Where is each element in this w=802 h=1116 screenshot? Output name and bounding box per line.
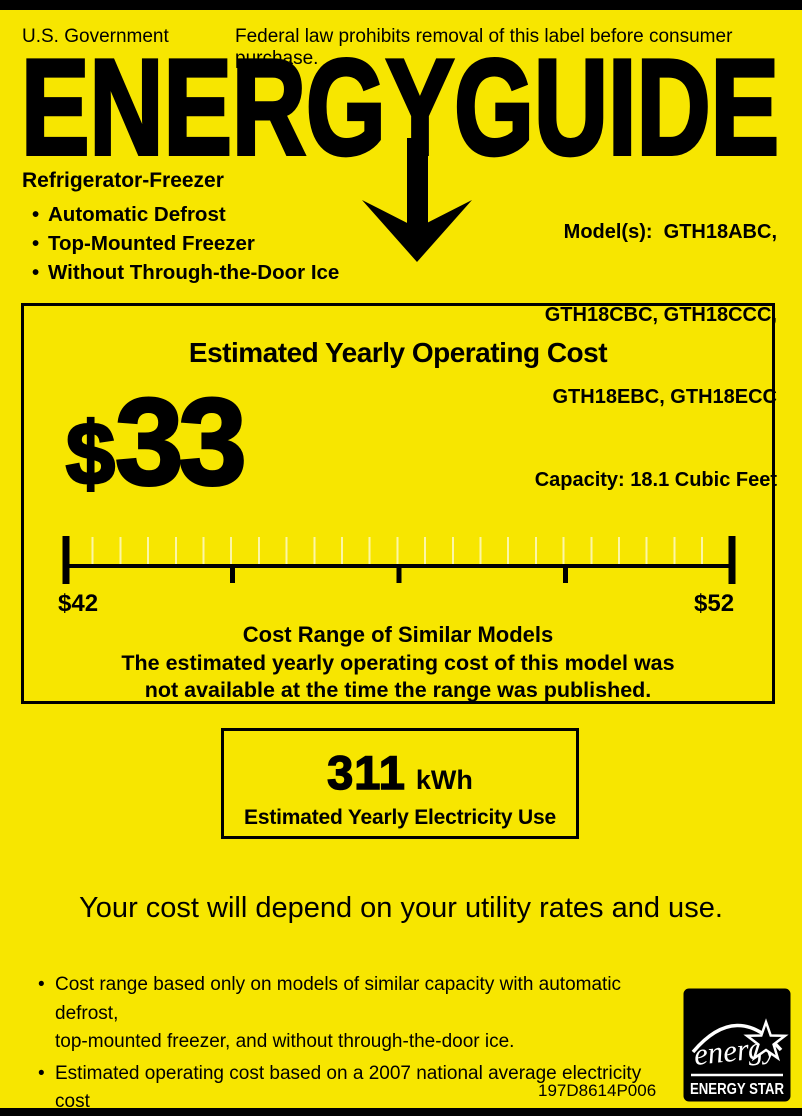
- scale-max-label: $52: [694, 590, 735, 617]
- model-line: Model(s): GTH18ABC,: [563, 221, 777, 243]
- model-info: Model(s): GTH18ABC, GTH18CBC, GTH18CCC, …: [400, 164, 777, 549]
- bullet-icon: [38, 971, 45, 1000]
- down-arrow-icon: [362, 138, 472, 262]
- energyguide-wordmark: ENERGYGUIDE: [20, 56, 781, 162]
- appliance-category: Refrigerator-Freezer: [22, 169, 224, 192]
- energyguide-text: ENERGYGUIDE: [21, 56, 779, 162]
- footnote-line: top-mounted freezer, and without through…: [38, 1028, 668, 1057]
- operating-cost-box: Estimated Yearly Operating Cost $33: [21, 303, 775, 704]
- energy-star-logo: energy ENERGY STAR: [683, 988, 791, 1102]
- top-border-bar: [0, 0, 802, 10]
- footnote-item: Estimated operating cost based on a 2007…: [38, 1060, 668, 1116]
- feature-item: Without Through-the-Door Ice: [22, 258, 382, 287]
- capacity-line: Capacity: 18.1 Cubic Feet: [534, 468, 777, 491]
- estimated-cost-value: $33: [65, 372, 249, 513]
- feature-label: Top-Mounted Freezer: [48, 232, 255, 255]
- model-line: GTH18EBC, GTH18ECC: [552, 386, 778, 408]
- note-line: not available at the time the range was …: [144, 678, 652, 702]
- footnote-item: Cost range based only on models of simil…: [38, 971, 668, 1057]
- footnotes: Cost range based only on models of simil…: [38, 971, 668, 1116]
- currency-symbol: $: [65, 403, 117, 505]
- bullet-icon: [32, 229, 39, 258]
- bottom-border-bar: [0, 1108, 802, 1116]
- operating-cost-title: Estimated Yearly Operating Cost: [188, 337, 608, 368]
- feature-item: Automatic Defrost: [22, 200, 382, 229]
- utility-rates-disclaimer: Your cost will depend on your utility ra…: [79, 892, 723, 924]
- footnote-line: Estimated operating cost based on a 2007…: [38, 1060, 668, 1116]
- us-government-text: U.S. Government: [22, 26, 169, 47]
- footnote-text: top-mounted freezer, and without through…: [55, 1031, 515, 1052]
- kwh-unit: kWh: [415, 765, 473, 795]
- footnote-text: Estimated operating cost based on a 2007…: [55, 1062, 642, 1113]
- scale-min-label: $42: [58, 590, 99, 617]
- model-line: GTH18CBC, GTH18CCC,: [544, 303, 777, 326]
- feature-item: Top-Mounted Freezer: [22, 229, 382, 258]
- bullet-icon: [32, 200, 39, 229]
- electricity-use-box: 311 kWh Estimated Yearly Electricity Use: [221, 728, 579, 839]
- cost-number: 33: [113, 373, 248, 513]
- feature-label: Automatic Defrost: [48, 203, 226, 226]
- cost-range-note: The estimated yearly operating cost of t…: [21, 650, 775, 704]
- electricity-value-line: 311 kWh: [224, 745, 576, 800]
- federal-law-notice: Federal law prohibits removal of this la…: [235, 26, 733, 69]
- label-part-number: 197D8614P006: [538, 1081, 657, 1100]
- bullet-icon: [32, 258, 39, 287]
- kwh-number: 311: [326, 745, 406, 800]
- cost-range-caption: Cost Range of Similar Models: [242, 622, 554, 647]
- scale-minor-ticks: [66, 537, 732, 566]
- appliance-info: Refrigerator-Freezer Automatic Defrost T…: [22, 169, 382, 287]
- electricity-use-caption: Estimated Yearly Electricity Use: [244, 806, 556, 829]
- footnote-line: Cost range based only on models of simil…: [38, 971, 668, 1028]
- star-icon: [743, 1018, 789, 1062]
- bullet-icon: [38, 1060, 45, 1089]
- energy-star-caption: ENERGY STAR: [690, 1081, 784, 1098]
- note-line: The estimated yearly operating cost of t…: [121, 651, 675, 675]
- feature-label: Without Through-the-Door Ice: [48, 261, 340, 284]
- cost-range-scale: [62, 536, 736, 584]
- footnote-text: Cost range based only on models of simil…: [55, 974, 622, 1024]
